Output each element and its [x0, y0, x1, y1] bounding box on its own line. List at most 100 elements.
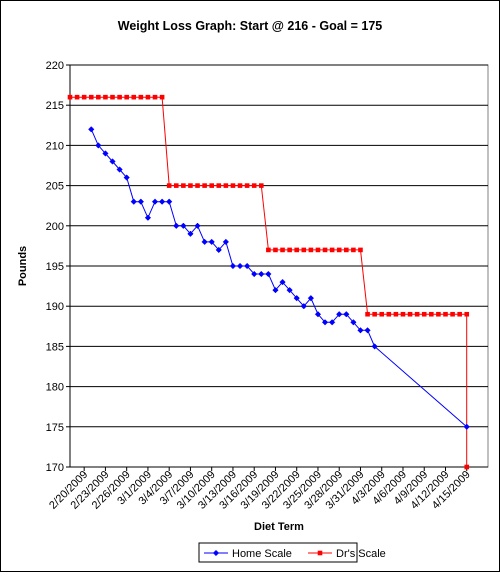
data-point — [393, 311, 399, 317]
data-point — [287, 247, 292, 253]
data-point — [123, 174, 130, 181]
data-point — [414, 311, 420, 317]
axes: 1701751801851901952002052102152202/20/20… — [46, 60, 488, 512]
legend-box — [198, 542, 358, 563]
data-point — [258, 270, 265, 278]
data-point — [258, 183, 264, 188]
series — [67, 94, 470, 470]
data-point — [158, 198, 166, 205]
data-point — [187, 230, 194, 237]
data-point — [95, 142, 102, 149]
data-point — [110, 94, 115, 100]
data-point — [272, 286, 279, 294]
data-point — [314, 311, 322, 318]
y-tick-label: 205 — [46, 181, 64, 193]
data-point — [273, 247, 278, 253]
data-point — [379, 311, 385, 317]
legend-item: Dr's Scale — [308, 548, 386, 560]
data-point — [109, 158, 116, 165]
data-point — [130, 198, 137, 205]
data-point — [166, 198, 173, 205]
data-point — [350, 319, 357, 326]
data-point — [266, 247, 271, 253]
data-point — [300, 303, 307, 310]
data-point — [364, 327, 371, 334]
data-point — [463, 423, 470, 430]
data-point — [173, 222, 180, 229]
data-point — [280, 247, 285, 253]
data-point — [223, 183, 229, 188]
data-point — [166, 183, 172, 188]
data-point — [116, 166, 123, 173]
legend: Home Scale Dr's Scale — [198, 542, 386, 563]
data-point — [464, 464, 470, 470]
y-tick-label: 200 — [46, 221, 64, 233]
data-point — [236, 262, 244, 270]
data-point — [321, 319, 329, 326]
data-point — [173, 183, 179, 188]
data-point — [151, 198, 159, 205]
data-point — [188, 183, 193, 188]
data-point — [102, 150, 109, 157]
data-point — [450, 311, 455, 317]
data-point — [215, 246, 222, 254]
legend-item: Home Scale — [204, 548, 292, 560]
data-point — [357, 327, 364, 334]
data-point — [145, 94, 151, 100]
data-point — [208, 238, 215, 246]
data-point — [74, 94, 80, 100]
y-tick-label: 210 — [46, 140, 64, 152]
data-point — [138, 94, 144, 100]
data-point — [216, 183, 222, 188]
data-point — [222, 238, 230, 246]
data-point — [443, 311, 448, 317]
data-point — [328, 319, 336, 326]
y-tick-label: 180 — [46, 382, 64, 394]
data-point — [386, 311, 392, 317]
data-point — [457, 311, 462, 317]
gridlines — [70, 64, 488, 468]
data-point — [371, 343, 378, 350]
data-point — [286, 286, 293, 294]
data-point — [358, 247, 363, 253]
data-point — [195, 183, 200, 188]
y-tick-label: 190 — [46, 301, 64, 313]
series-dr-s-scale — [67, 94, 470, 470]
data-point — [293, 295, 300, 302]
y-tick-label: 195 — [46, 261, 64, 273]
data-point — [103, 94, 108, 100]
data-point — [307, 295, 315, 302]
data-point — [251, 270, 258, 278]
data-point — [351, 247, 356, 253]
data-point — [194, 222, 201, 229]
data-point — [209, 183, 214, 188]
data-point — [464, 311, 470, 317]
data-point — [244, 183, 250, 188]
data-point — [301, 247, 307, 253]
y-tick-label: 215 — [46, 100, 64, 112]
data-point — [400, 311, 406, 317]
data-point — [181, 183, 186, 188]
data-point — [315, 247, 321, 253]
data-point — [88, 126, 95, 133]
data-point — [265, 270, 272, 278]
data-point — [117, 94, 122, 100]
data-point — [407, 311, 413, 317]
y-tick-label: 220 — [46, 60, 64, 72]
data-point — [344, 247, 349, 253]
series-home-scale — [88, 126, 470, 430]
data-point — [144, 214, 152, 221]
data-point — [180, 222, 187, 229]
data-point — [294, 247, 300, 253]
data-point — [336, 247, 342, 253]
y-tick-label: 175 — [46, 422, 64, 434]
legend-label: Dr's Scale — [336, 548, 386, 560]
data-point — [230, 183, 236, 188]
data-point — [152, 94, 158, 100]
y-tick-label: 170 — [46, 462, 64, 474]
data-point — [131, 94, 137, 100]
data-point — [201, 238, 208, 246]
data-point — [229, 262, 237, 270]
